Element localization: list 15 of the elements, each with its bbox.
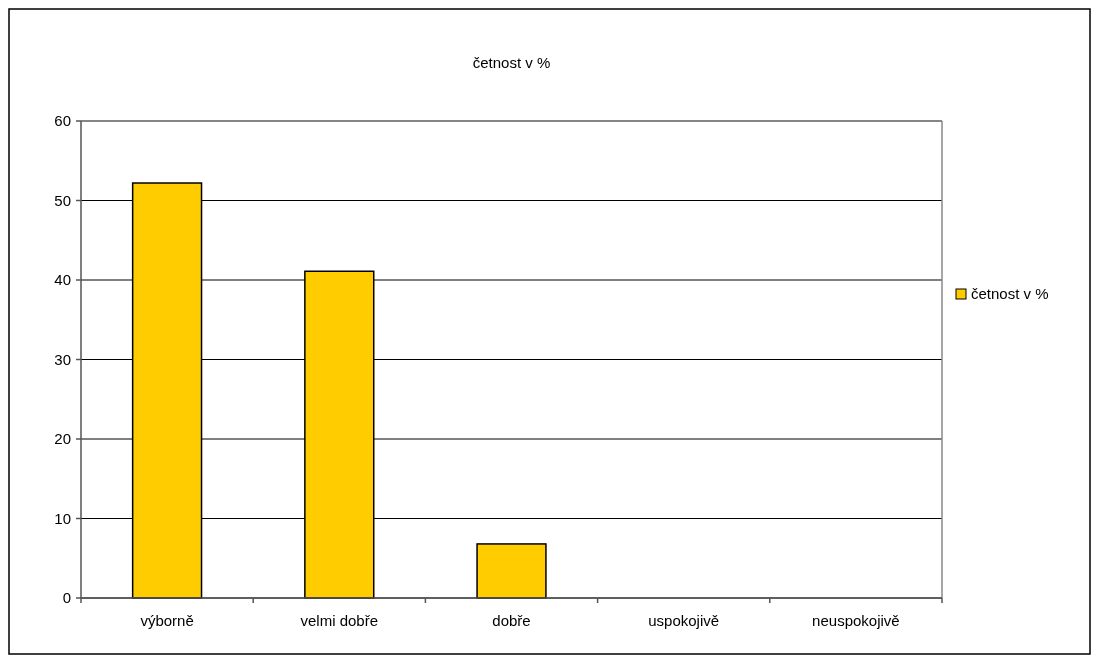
y-tick-label: 10: [54, 509, 71, 527]
y-tick-label: 40: [54, 271, 71, 289]
y-tick-label: 30: [54, 350, 71, 368]
legend-label: četnost v %: [971, 285, 1049, 303]
y-tick-label: 0: [62, 589, 71, 607]
chart-title: četnost v %: [472, 54, 551, 71]
y-tick-label: 50: [54, 191, 71, 209]
x-tick-label: neuspokojivě: [812, 612, 900, 629]
x-tick-label: uspokojivě: [648, 612, 720, 629]
x-tick-label: velmi dobře: [300, 612, 379, 629]
y-tick-label: 20: [54, 430, 71, 448]
y-tick-label: 60: [54, 112, 71, 130]
x-tick-label: výborně: [140, 612, 194, 629]
x-tick-label: dobře: [492, 612, 531, 629]
bar: [476, 543, 547, 599]
